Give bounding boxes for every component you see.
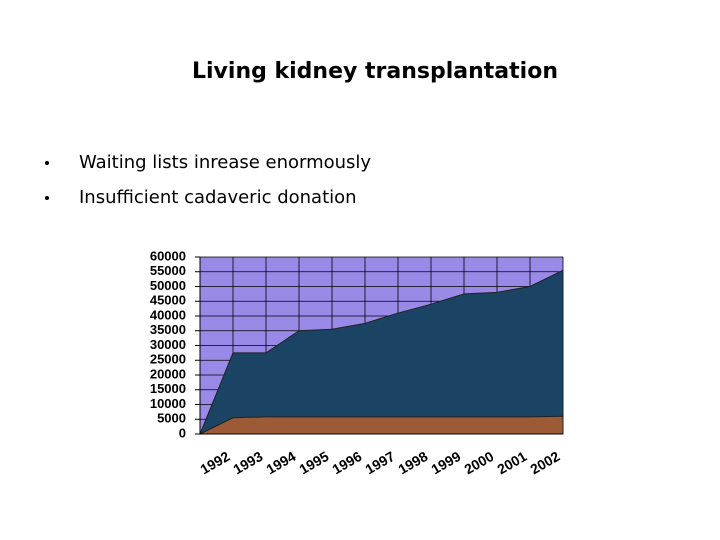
y-tick-label: 0 (179, 425, 186, 440)
y-tick-label: 40000 (150, 307, 186, 322)
x-tick-label: 1996 (329, 448, 364, 478)
x-tick-label: 2002 (527, 448, 562, 478)
x-tick-label: 1994 (263, 448, 298, 478)
y-tick-label: 20000 (150, 366, 186, 381)
x-tick-label: 1995 (296, 448, 331, 478)
area (199, 415, 564, 435)
bullet-dot (45, 196, 49, 200)
x-tick-label: 2001 (494, 448, 529, 478)
bullet-dot (45, 161, 49, 165)
y-tick-label: 30000 (150, 337, 186, 352)
x-tick-label: 1999 (428, 448, 463, 478)
x-tick-label: 1993 (230, 448, 265, 478)
bullet-text: Insufficient cadaveric donation (79, 187, 357, 208)
bullet-text: Waiting lists inrease enormously (79, 152, 371, 173)
y-tick-label: 25000 (150, 352, 186, 367)
y-tick-label: 45000 (150, 293, 186, 308)
area (199, 269, 564, 435)
slide-title: Living kidney transplantation (192, 59, 558, 84)
x-tick-label: 1998 (395, 448, 430, 478)
y-tick-label: 60000 (150, 248, 186, 263)
x-tick-label: 1997 (362, 448, 397, 478)
y-tick-label: 15000 (150, 381, 186, 396)
y-tick-label: 55000 (150, 263, 186, 278)
x-tick-label: 2000 (461, 448, 496, 478)
y-tick-label: 5000 (157, 411, 186, 426)
x-tick-label: 1992 (197, 448, 232, 478)
y-tick-label: 35000 (150, 322, 186, 337)
y-tick-label: 10000 (150, 396, 186, 411)
y-tick-label: 50000 (150, 278, 186, 293)
